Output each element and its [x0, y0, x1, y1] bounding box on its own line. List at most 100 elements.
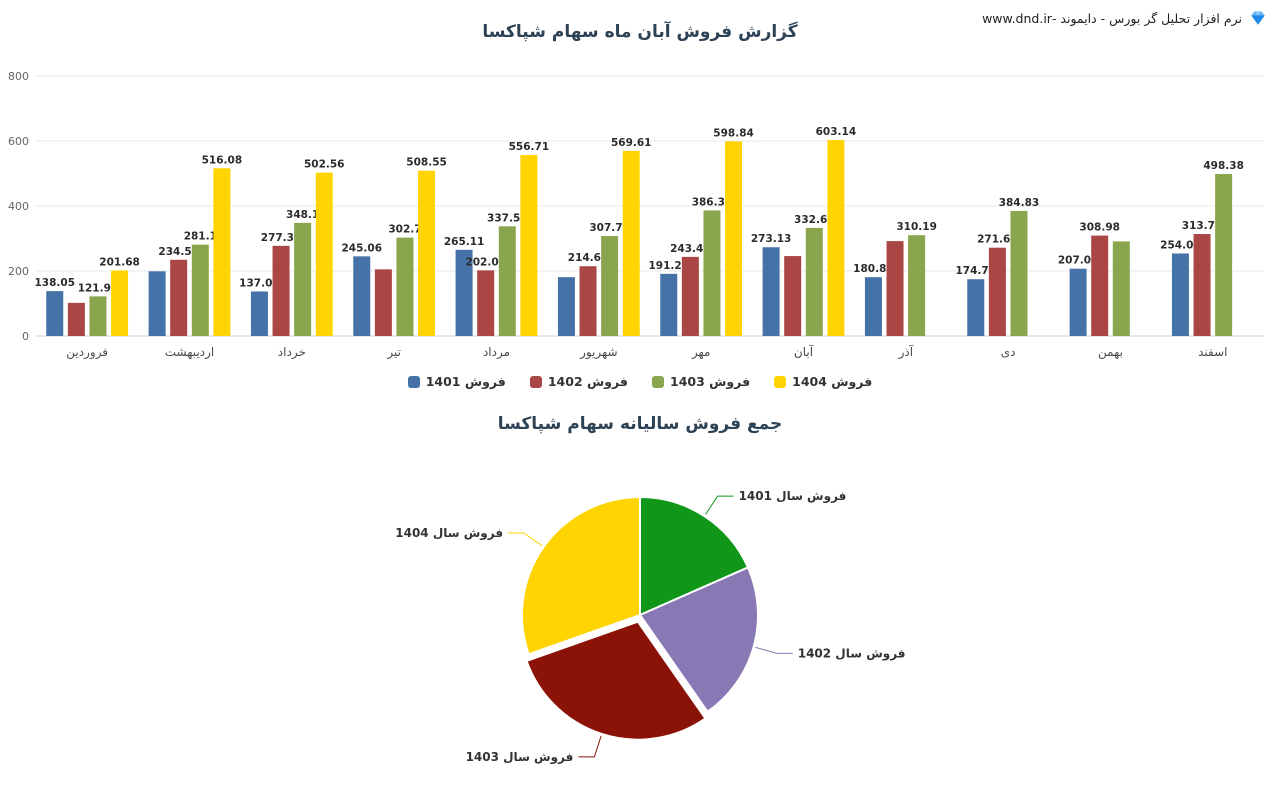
bar-1402-month-2[interactable] — [170, 259, 188, 336]
pie-slice-label-1403: فروش سال 1403 — [466, 750, 574, 765]
bar-value-label: 313.76 — [1182, 220, 1223, 232]
bar-value-label: 121.93 — [78, 282, 119, 294]
bar-1402-month-10[interactable] — [988, 247, 1006, 336]
bar-1404-month-5[interactable] — [520, 155, 538, 336]
bar-value-label: 348.1 — [286, 209, 319, 221]
bar-value-label: 302.7 — [388, 224, 421, 236]
bar-1403-month-10[interactable] — [1010, 210, 1028, 336]
x-axis-label: اردیبهشت — [165, 345, 214, 360]
pie-label-connector — [755, 646, 793, 654]
legend-item-1403[interactable]: فروش 1403 — [652, 374, 750, 389]
bar-value-label: 201.68 — [99, 256, 140, 268]
bar-1404-month-4[interactable] — [418, 170, 436, 336]
pie-slice-1404[interactable] — [521, 495, 641, 656]
bar-value-label: 332.64 — [794, 214, 835, 226]
legend-label: فروش 1403 — [670, 374, 751, 389]
x-axis-label: مرداد — [483, 345, 510, 360]
x-axis-label: خرداد — [278, 345, 306, 360]
pie-chart: فروش سال 1401 فروش سال 1402 فروش سال 1403 ف… — [395, 489, 905, 765]
bar-value-label: 307.75 — [589, 222, 630, 234]
pie-slice-1401[interactable] — [639, 495, 750, 617]
bar-1402-month-4[interactable] — [374, 269, 392, 336]
bar-1403-month-1[interactable] — [89, 296, 107, 336]
bar-1401-month-10[interactable] — [967, 279, 985, 336]
bar-1401-month-11[interactable] — [1069, 268, 1087, 336]
bar-value-label: 191.27 — [649, 260, 690, 272]
y-axis-tick-label: 0 — [22, 330, 29, 343]
bar-1404-month-8[interactable] — [827, 139, 845, 336]
bar-1401-month-7[interactable] — [660, 273, 678, 336]
legend-swatch-icon — [774, 375, 787, 388]
bar-1402-month-6[interactable] — [579, 266, 597, 336]
bar-1403-month-11[interactable] — [1112, 241, 1130, 336]
legend: فروش 1401 فروش 1402 فروش 1403 فروش 1404 — [0, 374, 1280, 389]
legend-item-1401[interactable]: فروش 1401 — [407, 374, 506, 389]
bar-1401-month-5[interactable] — [455, 249, 473, 336]
legend-swatch-icon — [652, 375, 664, 388]
legend-swatch-icon — [529, 375, 542, 388]
bar-1404-month-3[interactable] — [315, 172, 333, 336]
bar-value-label: 174.71 — [956, 265, 997, 277]
bar-1401-month-4[interactable] — [353, 256, 371, 336]
bar-1404-month-6[interactable] — [622, 150, 640, 336]
pie-slice-1403[interactable] — [525, 620, 707, 741]
bar-1401-month-2[interactable] — [148, 271, 166, 336]
pie-slice-label-1404: فروش سال 1404 — [395, 526, 503, 541]
bar-1402-month-1[interactable] — [67, 302, 85, 336]
bar-1401-month-9[interactable] — [864, 277, 882, 336]
bar-1403-month-9[interactable] — [908, 235, 926, 336]
bar-value-label: 243.45 — [670, 243, 711, 255]
bar-chart-title: گزارش فروش آبان ماه سهام شپاکسا — [482, 22, 798, 42]
bar-1403-month-5[interactable] — [498, 226, 516, 336]
bar-1403-month-2[interactable] — [191, 244, 209, 336]
bar-value-label: 202.02 — [465, 256, 506, 268]
bar-value-label: 254.03 — [1160, 239, 1201, 251]
bar-value-label: 598.84 — [713, 127, 754, 139]
bar-1401-month-6[interactable] — [557, 277, 575, 336]
legend-swatch-icon — [407, 375, 420, 388]
x-axis-label: آذر — [898, 344, 914, 360]
bar-1404-month-1[interactable] — [111, 270, 129, 336]
legend-label: فروش 1404 — [792, 374, 873, 389]
bar-1402-month-11[interactable] — [1091, 235, 1109, 336]
bar-1403-month-8[interactable] — [805, 227, 823, 336]
bar-1401-month-8[interactable] — [762, 247, 780, 336]
bar-1403-month-6[interactable] — [601, 235, 619, 336]
bar-1403-month-7[interactable] — [703, 210, 721, 336]
pie-label-connector — [508, 532, 543, 547]
bar-value-label: 180.88 — [853, 263, 894, 275]
bar-value-label: 281.1 — [184, 231, 217, 243]
bar-1404-month-2[interactable] — [213, 168, 231, 336]
bar-1401-month-3[interactable] — [250, 291, 268, 336]
y-axis-tick-label: 600 — [8, 135, 29, 148]
bar-1401-month-12[interactable] — [1171, 253, 1189, 336]
brand-text: نرم افزار تحلیل گر بورس - دایموند -www.d… — [982, 10, 1242, 26]
bar-1402-month-5[interactable] — [477, 270, 495, 336]
bar-1403-month-3[interactable] — [294, 222, 312, 336]
bar-1402-month-7[interactable] — [681, 256, 699, 336]
bar-1404-month-7[interactable] — [725, 141, 743, 336]
header-brand: نرم افزار تحلیل گر بورس - دایموند -www.d… — [982, 8, 1268, 28]
x-axis-label: آبان — [794, 344, 814, 359]
bar-1402-month-3[interactable] — [272, 245, 290, 336]
diamond-logo-icon — [1248, 8, 1268, 28]
bar-1403-month-12[interactable] — [1215, 174, 1233, 336]
bar-1402-month-8[interactable] — [784, 256, 802, 336]
bar-1402-month-12[interactable] — [1193, 234, 1211, 336]
x-axis-label: شهریور — [579, 345, 618, 360]
bar-value-label: 277.37 — [261, 232, 302, 244]
bar-1401-month-1[interactable] — [46, 291, 64, 336]
bar-value-label: 508.55 — [406, 157, 447, 169]
y-axis-tick-label: 400 — [8, 200, 29, 213]
pie-label-connector — [578, 735, 602, 758]
legend-item-1404[interactable]: فروش 1404 — [774, 374, 872, 389]
bar-1403-month-4[interactable] — [396, 237, 414, 336]
bar-value-label: 556.71 — [509, 141, 550, 153]
bar-1402-month-9[interactable] — [886, 241, 904, 336]
y-axis-tick-label: 800 — [8, 70, 29, 83]
bar-value-label: 138.05 — [35, 277, 76, 289]
legend-item-1402[interactable]: فروش 1402 — [529, 374, 628, 389]
pie-slice-1402[interactable] — [638, 566, 759, 714]
bar-value-label: 308.98 — [1079, 222, 1120, 234]
bar-value-label: 386.32 — [692, 196, 733, 208]
